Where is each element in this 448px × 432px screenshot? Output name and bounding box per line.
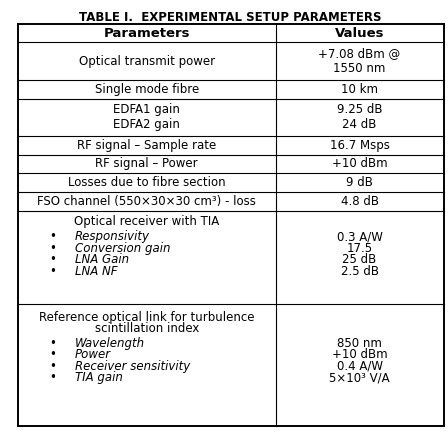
Text: 0.3 A/W: 0.3 A/W: [336, 230, 383, 243]
Text: 4.8 dB: 4.8 dB: [340, 195, 379, 208]
Text: 9 dB: 9 dB: [346, 176, 373, 189]
Text: 850 nm: 850 nm: [337, 337, 382, 350]
Text: 16.7 Msps: 16.7 Msps: [330, 139, 389, 152]
Text: Power: Power: [74, 349, 111, 362]
Text: EDFA1 gain
EDFA2 gain: EDFA1 gain EDFA2 gain: [113, 103, 180, 131]
Text: Conversion gain: Conversion gain: [74, 242, 170, 255]
Text: +10 dBm: +10 dBm: [332, 157, 388, 170]
Text: •: •: [49, 253, 56, 267]
Text: TIA gain: TIA gain: [74, 372, 122, 384]
Text: FSO channel (550×30×30 cm³) - loss: FSO channel (550×30×30 cm³) - loss: [37, 195, 256, 208]
Text: LNA NF: LNA NF: [74, 265, 117, 278]
Text: Receiver sensitivity: Receiver sensitivity: [74, 360, 190, 373]
Text: 5×10³ V/A: 5×10³ V/A: [329, 372, 390, 384]
Text: Single mode fibre: Single mode fibre: [95, 83, 199, 95]
Text: •: •: [49, 360, 56, 373]
Text: Values: Values: [335, 27, 384, 40]
Text: LNA Gain: LNA Gain: [74, 253, 129, 267]
Text: Responsivity: Responsivity: [74, 230, 150, 243]
Text: 17.5: 17.5: [346, 242, 373, 255]
Text: 9.25 dB
24 dB: 9.25 dB 24 dB: [337, 103, 382, 131]
Text: Losses due to fibre section: Losses due to fibre section: [68, 176, 225, 189]
Text: +7.08 dBm @
1550 nm: +7.08 dBm @ 1550 nm: [319, 47, 401, 75]
Text: 2.5 dB: 2.5 dB: [340, 265, 379, 278]
Text: RF signal – Sample rate: RF signal – Sample rate: [77, 139, 216, 152]
Text: 10 km: 10 km: [341, 83, 378, 95]
Text: scintillation index: scintillation index: [95, 322, 199, 335]
Text: Optical receiver with TIA: Optical receiver with TIA: [74, 216, 220, 229]
Text: •: •: [49, 242, 56, 255]
Text: Parameters: Parameters: [103, 27, 190, 40]
Text: Reference optical link for turbulence: Reference optical link for turbulence: [39, 311, 254, 324]
Text: TABLE I.  EXPERIMENTAL SETUP PARAMETERS: TABLE I. EXPERIMENTAL SETUP PARAMETERS: [79, 11, 382, 24]
Text: +10 dBm: +10 dBm: [332, 349, 388, 362]
Text: •: •: [49, 337, 56, 350]
Text: 0.4 A/W: 0.4 A/W: [336, 360, 383, 373]
Text: Optical transmit power: Optical transmit power: [79, 54, 215, 68]
Text: Wavelength: Wavelength: [74, 337, 145, 350]
Text: •: •: [49, 349, 56, 362]
Text: 25 dB: 25 dB: [342, 253, 377, 267]
Text: •: •: [49, 265, 56, 278]
Text: •: •: [49, 230, 56, 243]
Text: •: •: [49, 372, 56, 384]
Text: RF signal – Power: RF signal – Power: [95, 157, 198, 170]
